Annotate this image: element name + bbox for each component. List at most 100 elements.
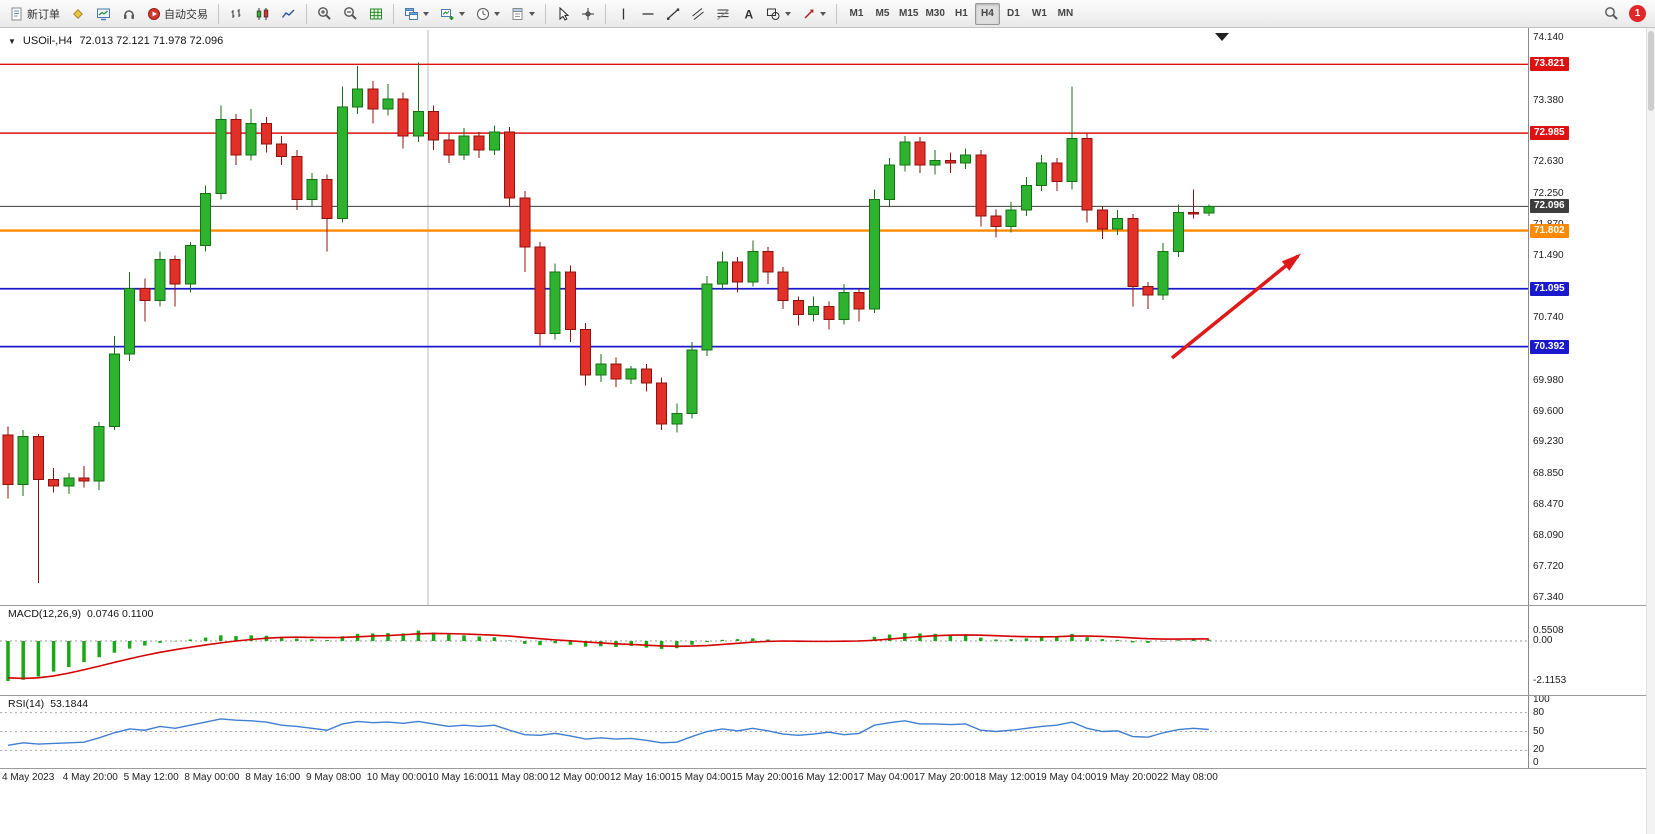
- search-button[interactable]: [1599, 3, 1624, 25]
- timeframe-button-d1[interactable]: D1: [1007, 8, 1020, 19]
- cursor-button[interactable]: [551, 3, 575, 25]
- chevron-down-icon: [820, 11, 826, 16]
- time-axis-label: 19 May 20:00: [1096, 772, 1157, 783]
- text-button[interactable]: A: [736, 3, 760, 25]
- rsi-label: RSI(14) 53.1844: [8, 698, 88, 710]
- axis-tick-label: 67.720: [1533, 560, 1564, 572]
- trendline-button[interactable]: [661, 3, 685, 25]
- clock-button[interactable]: [471, 3, 505, 25]
- clock-icon: [476, 7, 490, 21]
- timeframe-button-h1[interactable]: H1: [955, 8, 968, 19]
- notification-badge[interactable]: 1: [1629, 5, 1646, 22]
- vertical-line-button[interactable]: [611, 3, 635, 25]
- scrollbar-thumb[interactable]: [1648, 31, 1654, 111]
- time-axis-label: 19 May 04:00: [1035, 772, 1097, 783]
- time-axis-label: 16 May 12:00: [792, 772, 853, 783]
- grid-button[interactable]: [364, 3, 388, 25]
- rsi-indicator-name: RSI(14): [8, 698, 45, 710]
- trend-arrow-head: [1281, 253, 1302, 271]
- time-axis-label: 17 May 20:00: [914, 772, 975, 783]
- crosshair-icon: [581, 7, 595, 21]
- price-line-badge: 70.392: [1530, 339, 1569, 354]
- axis-tick-label: 70.740: [1533, 312, 1564, 323]
- arrows-button[interactable]: [797, 3, 831, 25]
- chevron-down-icon: [423, 11, 429, 16]
- channel-button[interactable]: [686, 3, 710, 25]
- axis-tick-label: 80: [1533, 706, 1545, 718]
- new-chart-icon: [440, 7, 455, 21]
- price-line-badge: 71.095: [1530, 281, 1569, 296]
- timeframe-button-h4[interactable]: H4: [974, 2, 1000, 25]
- vertical-scrollbar[interactable]: [1646, 28, 1655, 834]
- chart-area: ▼ USOil-,H4 72.013 72.121 71.978 72.096 …: [0, 28, 1655, 834]
- toolbar-separator: [218, 3, 219, 24]
- vertical-line-icon: [617, 7, 630, 21]
- shapes-button[interactable]: [761, 3, 796, 25]
- zoom-out-button[interactable]: [338, 3, 363, 25]
- time-axis-label: 22 May 08:00: [1157, 772, 1218, 783]
- timeframe-button-m5[interactable]: M5: [875, 8, 890, 19]
- time-axis-label: 10 May 16:00: [427, 772, 489, 783]
- tile-windows-button[interactable]: [399, 3, 434, 25]
- toolbar-separator: [393, 3, 394, 24]
- axis-tick-label: 72.250: [1533, 187, 1564, 199]
- rsi-panel-canvas[interactable]: [0, 695, 1528, 768]
- horizontal-line-button[interactable]: [636, 3, 660, 25]
- bar-chart-button[interactable]: [224, 3, 249, 25]
- main-chart-canvas[interactable]: [0, 28, 1528, 605]
- toolbar-separator: [605, 3, 606, 24]
- time-axis-label: 11 May 08:00: [488, 772, 549, 783]
- chart-profile-button[interactable]: [66, 3, 90, 25]
- headset-button[interactable]: [117, 3, 141, 25]
- price-axis[interactable]: 74.14073.76073.38073.01072.63072.25071.8…: [1528, 28, 1655, 768]
- crosshair-button[interactable]: [576, 3, 600, 25]
- symbol-dropdown-icon[interactable]: ▼: [8, 36, 16, 46]
- fibonacci-icon: [716, 7, 730, 21]
- time-axis[interactable]: 4 May 2023 4 May 20:00 5 May 12:00 8 May 00…: [0, 768, 1655, 786]
- time-axis-label: 17 May 04:00: [853, 772, 914, 783]
- charts-icon: [96, 7, 111, 21]
- tile-windows-icon: [404, 7, 419, 21]
- timeframe-button-m1[interactable]: M1: [849, 8, 864, 19]
- timeframe-button-m15[interactable]: M15: [899, 8, 919, 19]
- rsi-panel-separator[interactable]: [0, 695, 1655, 696]
- timeframe-button-m30[interactable]: M30: [925, 8, 945, 19]
- time-axis-label: 15 May 04:00: [670, 772, 732, 783]
- charts-button[interactable]: [91, 3, 116, 25]
- fibonacci-button[interactable]: [711, 3, 735, 25]
- line-chart-button[interactable]: [276, 3, 301, 25]
- new-chart-button[interactable]: [435, 3, 470, 25]
- arrows-icon: [802, 7, 816, 21]
- timeframe-button-mn[interactable]: MN: [1057, 8, 1074, 19]
- axis-tick-label: 20: [1533, 744, 1545, 756]
- auto-trading-label: 自动交易: [164, 8, 208, 21]
- toolbar-separator: [836, 3, 837, 24]
- macd-panel-separator[interactable]: [0, 605, 1655, 606]
- trendline-icon: [666, 7, 680, 21]
- time-axis-label: 8 May 16:00: [245, 772, 301, 783]
- chevron-down-icon: [529, 11, 535, 16]
- templates-icon: [511, 7, 525, 21]
- price-line-badge: 73.821: [1530, 57, 1569, 72]
- zoom-in-button[interactable]: [312, 3, 337, 25]
- time-axis-label: 5 May 12:00: [123, 772, 179, 783]
- chevron-down-icon: [785, 11, 791, 16]
- cursor-icon: [556, 6, 570, 21]
- horizontal-line-icon: [641, 7, 655, 21]
- new-order-button[interactable]: 新订单: [5, 3, 65, 25]
- candlestick-chart-button[interactable]: [250, 3, 275, 25]
- time-axis-label: 10 May 00:00: [366, 772, 428, 783]
- candles-group: [2, 62, 1215, 584]
- macd-indicator-name: MACD(12,26,9): [8, 608, 81, 620]
- time-axis-label: 4 May 20:00: [62, 772, 118, 783]
- axis-tick-label: 0: [1533, 757, 1539, 768]
- timeframe-button-w1[interactable]: W1: [1031, 8, 1047, 19]
- templates-button[interactable]: [506, 3, 540, 25]
- axis-tick-label: 100: [1533, 694, 1550, 705]
- axis-tick-label: 0.00: [1533, 635, 1553, 646]
- chevron-down-icon: [459, 11, 465, 16]
- auto-trading-button[interactable]: 自动交易: [142, 3, 213, 25]
- macd-panel-canvas[interactable]: [0, 605, 1528, 695]
- axis-tick-label: 67.340: [1533, 592, 1564, 603]
